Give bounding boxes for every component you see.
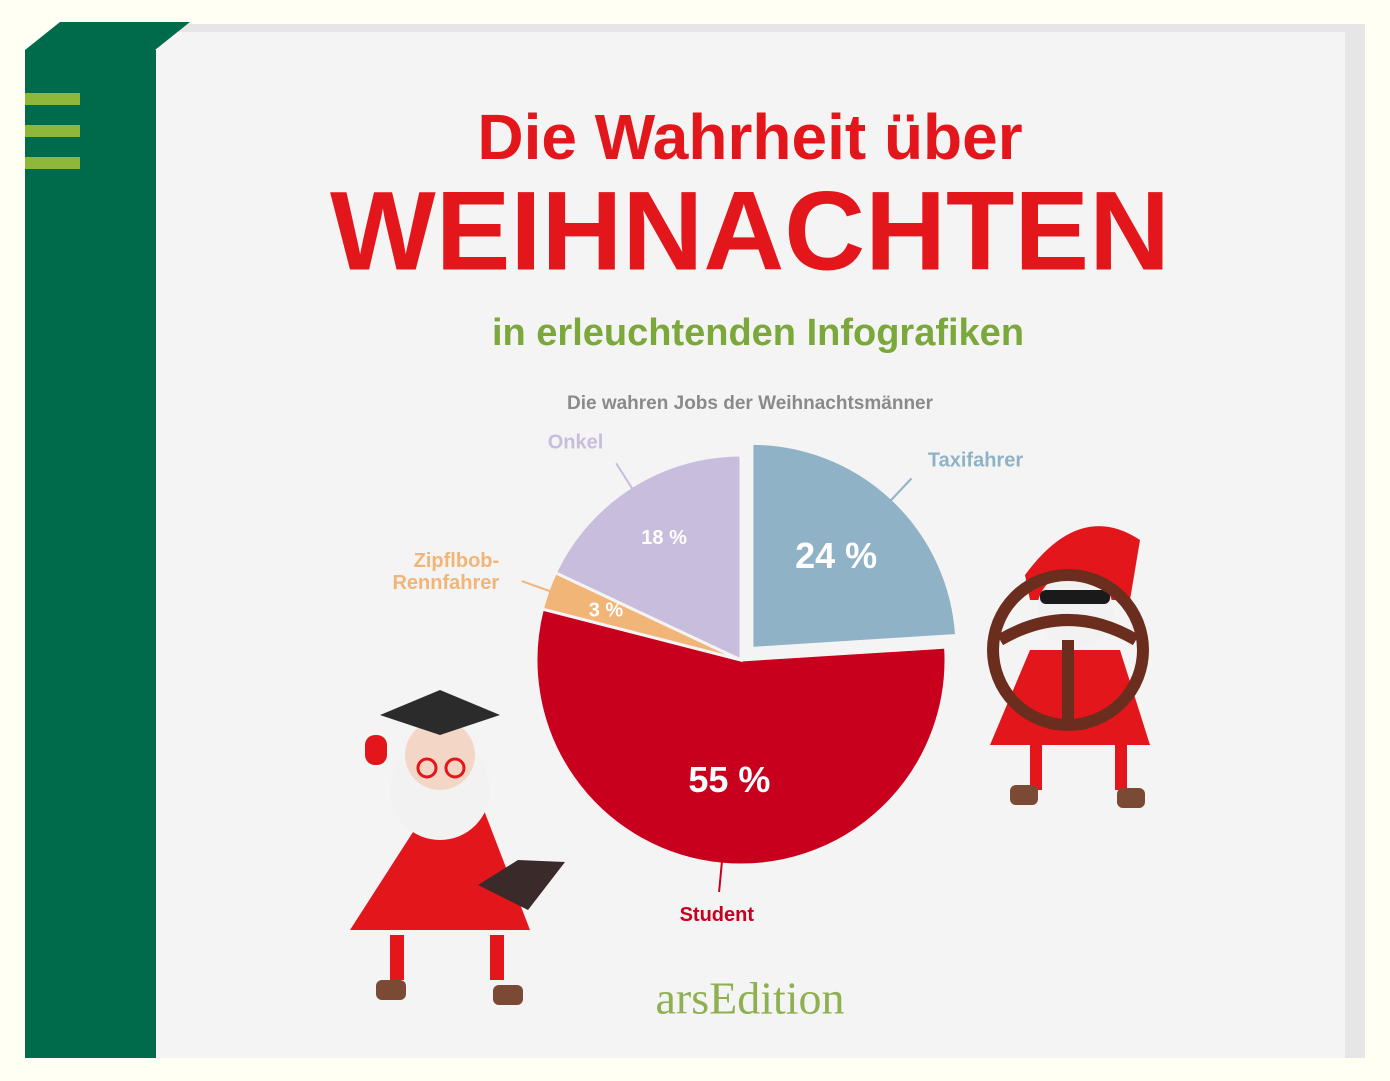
spine [25,50,156,1058]
spine-stripe [25,93,80,105]
leader-line [718,856,724,893]
value-label: 18 % [641,527,687,549]
chart-title: Die wahren Jobs der Weihnachtsmänner [567,393,934,414]
subtitle: in erleuchtenden Infografiken [492,312,1024,354]
category-label: Student [680,904,755,926]
title-main: WEIHNACHTEN [330,169,1170,294]
spine-stripe [25,157,80,169]
spine-top [25,22,190,50]
value-label: 3 % [589,600,624,622]
spine-stripe [25,125,80,137]
publisher-logo: arsEdition [655,973,844,1024]
category-label: Zipflbob-Rennfahrer [392,550,499,594]
category-label: Onkel [548,431,604,453]
category-label: Taxifahrer [928,449,1023,471]
pie-chart: 24 % Taxifahrer 55 % Student 3 % Zipflbob-Ren… [392,431,1023,926]
title-line: Die Wahrheit über [477,101,1022,173]
value-label: 55 % [688,759,770,800]
value-label: 24 % [795,535,877,576]
santa-graduate [350,690,565,1005]
leader-line [521,580,556,595]
book-front [155,32,1345,1058]
leader-line [615,462,637,495]
santa-driver [987,526,1150,808]
leader-line [886,477,913,506]
